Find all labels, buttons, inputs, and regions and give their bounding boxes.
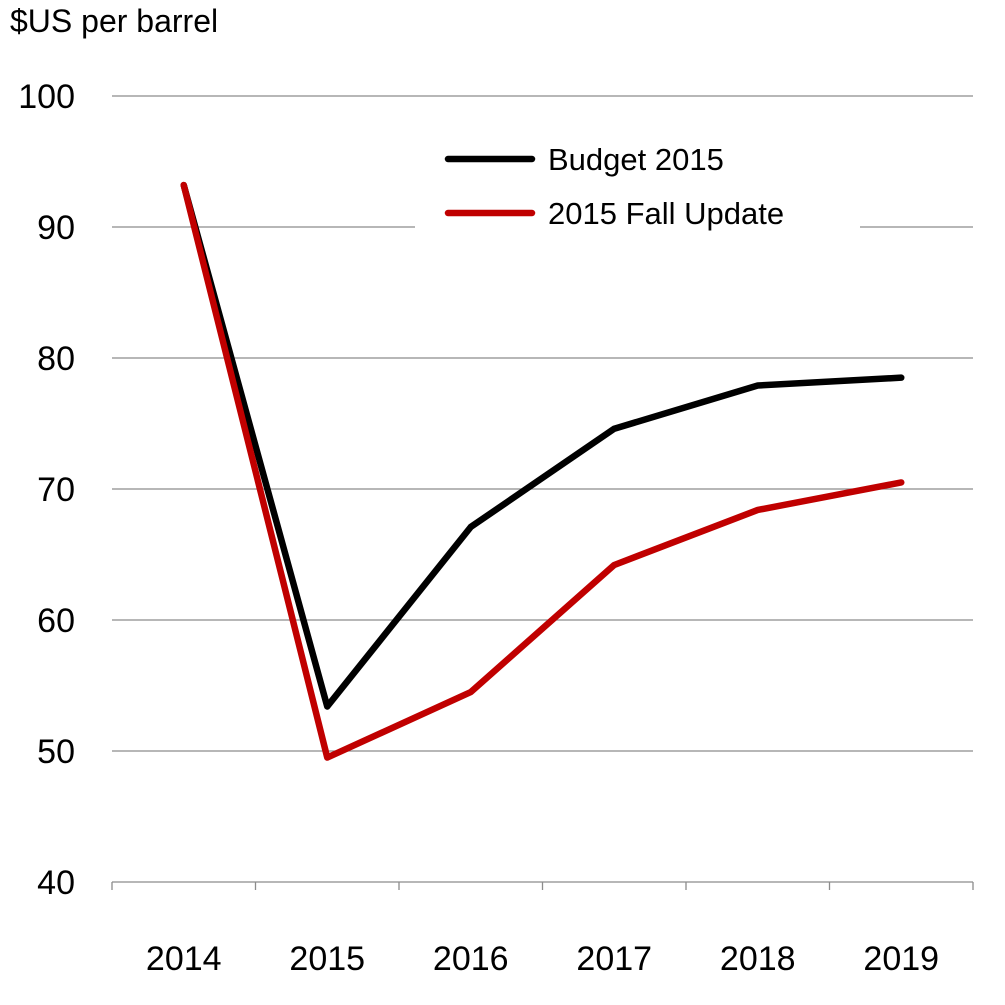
y-tick-label-80: 80 (37, 340, 75, 378)
y-tick-label-50: 50 (37, 733, 75, 771)
x-axis (111, 881, 974, 890)
x-tick-label-2015: 2015 (289, 940, 365, 978)
y-tick-label-100: 100 (18, 78, 75, 116)
legend-label-fall-update-2015: 2015 Fall Update (548, 196, 784, 231)
x-tick-label-2017: 2017 (576, 940, 652, 978)
y-tick-label-60: 60 (37, 602, 75, 640)
x-tick-label-2019: 2019 (863, 940, 939, 978)
series-line-budget-2015 (180, 181, 905, 710)
x-tick-label-2014: 2014 (146, 940, 222, 978)
x-tick-label-2018: 2018 (720, 940, 796, 978)
y-tick-label-90: 90 (37, 209, 75, 247)
legend-label-budget-2015: Budget 2015 (548, 142, 724, 177)
y-tick-labels: 40 50 60 70 80 90 100 (18, 78, 75, 902)
legend: Budget 2015 2015 Fall Update (444, 142, 784, 231)
y-tick-label-70: 70 (37, 471, 75, 509)
legend-background (415, 130, 860, 240)
y-axis-unit-label: $US per barrel (10, 3, 218, 39)
series-lines (180, 181, 905, 761)
series-line-fall-update-2015 (180, 181, 905, 761)
x-tick-label-2016: 2016 (433, 940, 509, 978)
x-tick-labels: 2014 2015 2016 2017 2018 2019 (146, 940, 939, 978)
y-tick-label-40: 40 (37, 864, 75, 902)
